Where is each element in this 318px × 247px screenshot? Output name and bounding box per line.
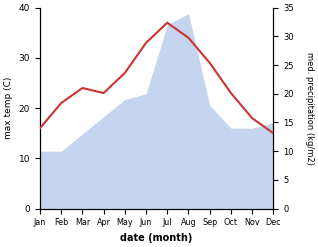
Y-axis label: med. precipitation (kg/m2): med. precipitation (kg/m2) bbox=[305, 52, 314, 165]
X-axis label: date (month): date (month) bbox=[121, 233, 193, 243]
Y-axis label: max temp (C): max temp (C) bbox=[4, 77, 13, 139]
